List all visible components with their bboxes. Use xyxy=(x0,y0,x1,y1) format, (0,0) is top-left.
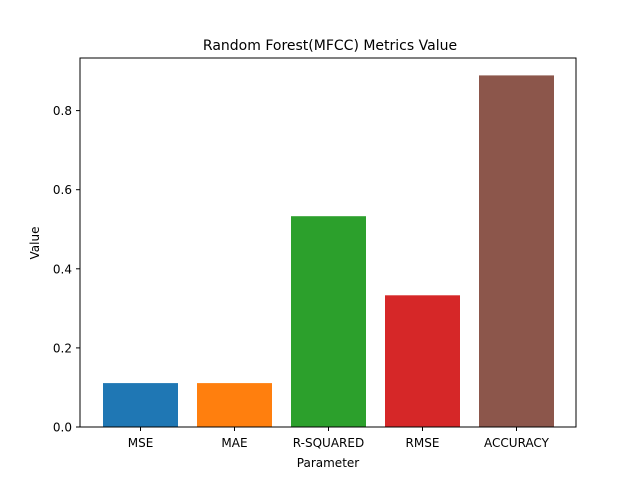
chart-title: Random Forest(MFCC) Metrics Value xyxy=(203,38,457,54)
x-tick-label: R-SQUARED xyxy=(293,436,364,450)
bars-group xyxy=(103,75,554,428)
x-tick-label: ACCURACY xyxy=(484,436,550,450)
y-tick-label: 0.0 xyxy=(53,421,72,435)
bar-r-squared xyxy=(291,216,366,427)
bar-mse xyxy=(103,383,178,427)
y-tick-label: 0.8 xyxy=(53,104,72,118)
y-axis-ticks: 0.0 0.2 0.4 0.6 0.8 xyxy=(53,104,80,435)
y-tick-label: 0.6 xyxy=(53,183,72,197)
y-tick-label: 0.4 xyxy=(53,262,72,276)
plot-frame xyxy=(79,57,577,428)
bar-accuracy xyxy=(479,75,554,428)
bar-rmse xyxy=(385,295,460,427)
bar-mae xyxy=(197,383,272,427)
y-tick-label: 0.2 xyxy=(53,341,72,355)
x-axis-label: Parameter xyxy=(297,456,359,470)
x-tick-label: RMSE xyxy=(406,436,440,450)
x-tick-label: MSE xyxy=(128,436,154,450)
y-axis-label: Value xyxy=(28,227,42,260)
x-axis-ticks: MSE MAE R-SQUARED RMSE ACCURACY xyxy=(128,427,550,450)
x-tick-label: MAE xyxy=(221,436,247,450)
